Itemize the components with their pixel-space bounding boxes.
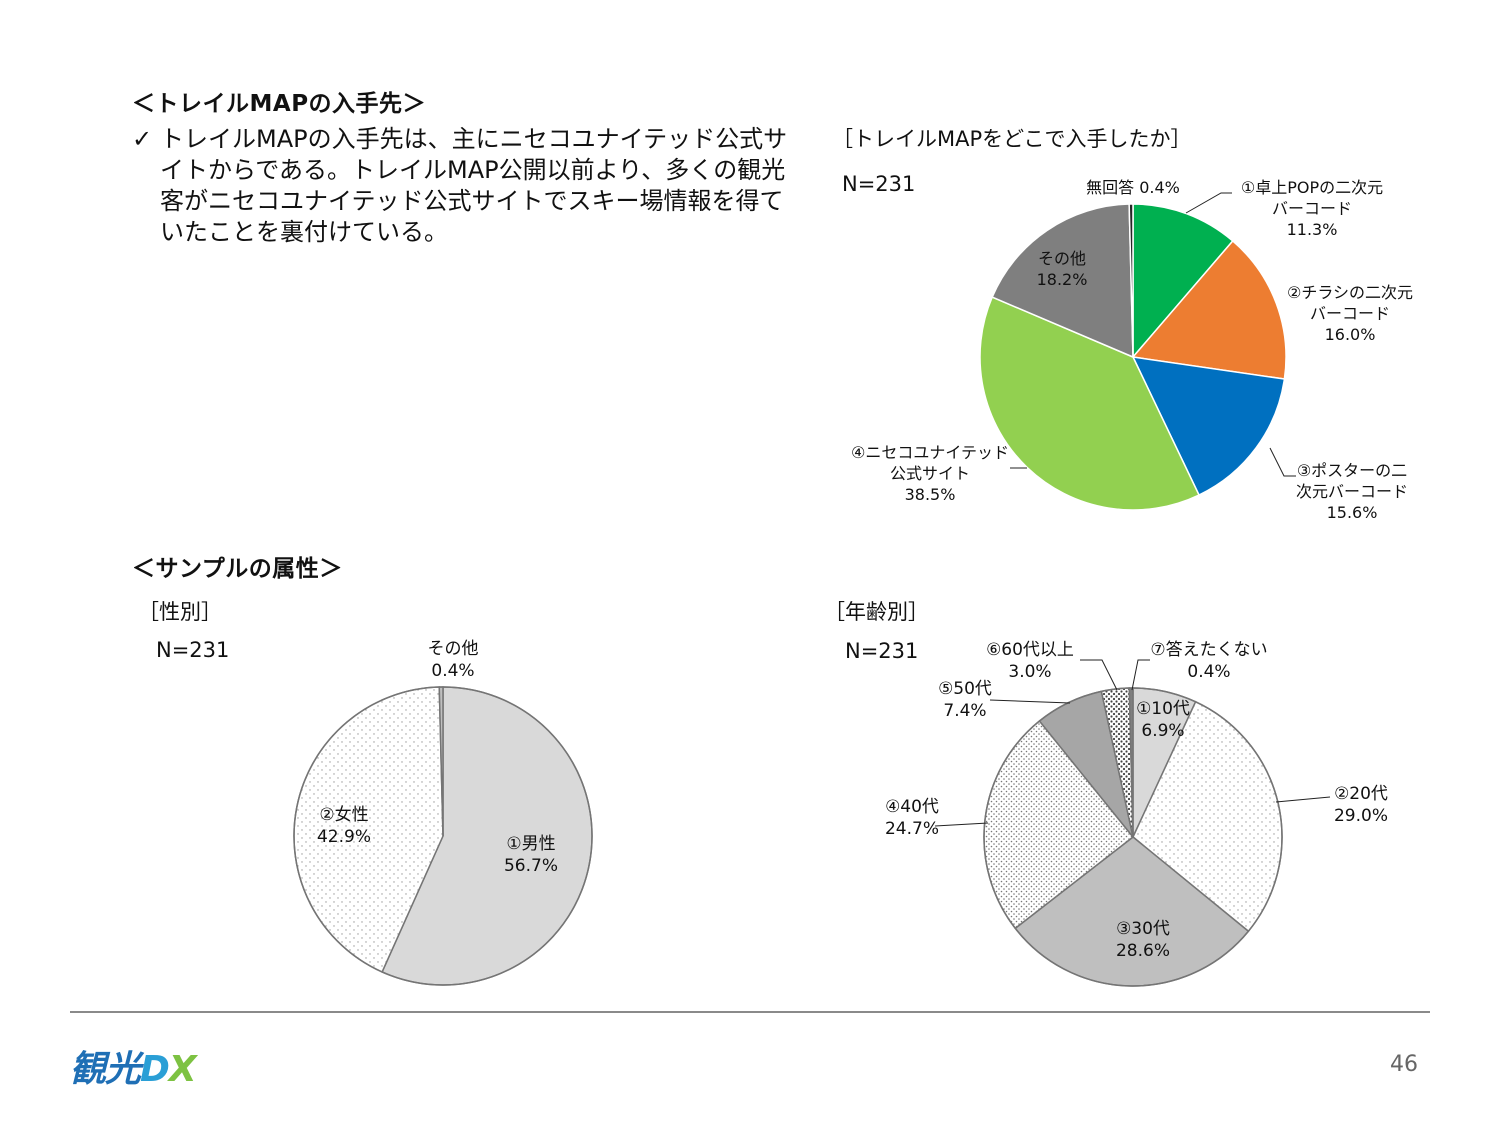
checkmark-icon: ✓ bbox=[132, 125, 153, 153]
data-label: 42.9% bbox=[317, 827, 371, 847]
data-label: ②女性 bbox=[319, 805, 368, 825]
data-label: ⑥60代以上 bbox=[986, 640, 1074, 660]
data-label: バーコード bbox=[1310, 304, 1390, 323]
bullet-line: トレイルMAPの入手先は、主にニセコユナイテッド公式サ bbox=[160, 125, 788, 153]
data-label: 3.0% bbox=[1008, 662, 1051, 682]
data-label: 次元バーコード bbox=[1296, 482, 1408, 501]
n-label-source: N=231 bbox=[842, 172, 916, 196]
logo-part-d: D bbox=[140, 1049, 170, 1090]
data-label: 18.2% bbox=[1037, 270, 1088, 289]
data-label: ②20代 bbox=[1334, 784, 1388, 804]
pie-chart-source: ①卓上POPの二次元バーコード11.3%②チラシの二次元バーコード16.0%③ポ… bbox=[851, 178, 1413, 522]
pie-outline bbox=[293, 686, 593, 986]
data-label: 11.3% bbox=[1287, 220, 1338, 239]
data-label: ②チラシの二次元 bbox=[1287, 283, 1413, 302]
data-label: ③30代 bbox=[1116, 919, 1170, 939]
bullet-line: 客がニセコユナイテッド公式サイトでスキー場情報を得て bbox=[160, 187, 784, 215]
data-label: ①卓上POPの二次元 bbox=[1241, 178, 1383, 197]
bullet-line: いたことを裏付けている。 bbox=[160, 218, 448, 246]
section-heading-sample: ＜サンプルの属性＞ bbox=[132, 556, 343, 582]
data-label: 29.0% bbox=[1334, 806, 1388, 826]
leader-line bbox=[1080, 659, 1118, 691]
pie-slice bbox=[1128, 203, 1134, 358]
logo-part-x: X bbox=[168, 1049, 197, 1090]
pie-slice bbox=[1131, 356, 1286, 497]
bullet-line: イトからである。トレイルMAP公開以前より、多くの観光 bbox=[160, 156, 786, 184]
pie-slice bbox=[991, 203, 1134, 359]
data-label: ③ポスターの二 bbox=[1297, 461, 1407, 480]
leader-line bbox=[1185, 192, 1232, 214]
data-label: 無回答 0.4% bbox=[1086, 178, 1180, 197]
leader-line bbox=[989, 699, 1071, 704]
footer-divider bbox=[70, 1011, 1430, 1013]
data-label: ⑤50代 bbox=[938, 679, 992, 699]
n-label-age: N=231 bbox=[845, 639, 919, 663]
data-label: 0.4% bbox=[431, 661, 474, 681]
data-label: 28.6% bbox=[1116, 941, 1170, 961]
leader-line bbox=[1275, 796, 1331, 803]
data-label: 15.6% bbox=[1327, 503, 1378, 522]
pie-slice bbox=[1132, 203, 1234, 360]
chart-title-gender: ［性別］ bbox=[138, 600, 222, 624]
leader-line bbox=[1269, 447, 1296, 477]
data-label: ①男性 bbox=[506, 834, 555, 854]
data-label: バーコード bbox=[1272, 199, 1352, 218]
pie-slice bbox=[979, 296, 1201, 511]
data-label: ⑦答えたくない bbox=[1150, 640, 1267, 660]
data-label: ④40代 bbox=[885, 797, 939, 817]
data-label: 38.5% bbox=[905, 485, 956, 504]
data-label: その他 bbox=[428, 639, 479, 659]
data-label: 公式サイト bbox=[890, 464, 970, 483]
bullet-text: トレイルMAPの入手先は、主にニセコユナイテッド公式サ イトからである。トレイル… bbox=[160, 124, 820, 248]
data-label: ①10代 bbox=[1136, 699, 1190, 719]
logo-kanko-dx: 観光DX bbox=[70, 1040, 197, 1092]
data-label: 7.4% bbox=[943, 701, 986, 721]
data-label: 6.9% bbox=[1141, 721, 1184, 741]
section-heading-trail-map: ＜トレイルMAPの入手先＞ bbox=[132, 91, 427, 117]
data-label: 24.7% bbox=[885, 819, 939, 839]
data-label: 16.0% bbox=[1325, 325, 1376, 344]
pie-slice bbox=[1131, 239, 1287, 380]
leader-line bbox=[934, 822, 989, 827]
data-label: その他 bbox=[1038, 249, 1086, 268]
leader-line bbox=[1131, 659, 1150, 691]
data-label: 56.7% bbox=[504, 856, 558, 876]
logo-part-kanko: 観光 bbox=[70, 1049, 141, 1090]
data-label: 0.4% bbox=[1187, 662, 1230, 682]
page-number: 46 bbox=[1390, 1052, 1418, 1077]
chart-title-source: ［トレイルMAPをどこで入手したか］ bbox=[832, 127, 1192, 151]
pie-outline bbox=[983, 687, 1283, 987]
data-label: ④ニセコユナイテッド bbox=[851, 443, 1009, 462]
n-label-gender: N=231 bbox=[156, 638, 230, 662]
chart-title-age: ［年齢別］ bbox=[824, 600, 929, 624]
